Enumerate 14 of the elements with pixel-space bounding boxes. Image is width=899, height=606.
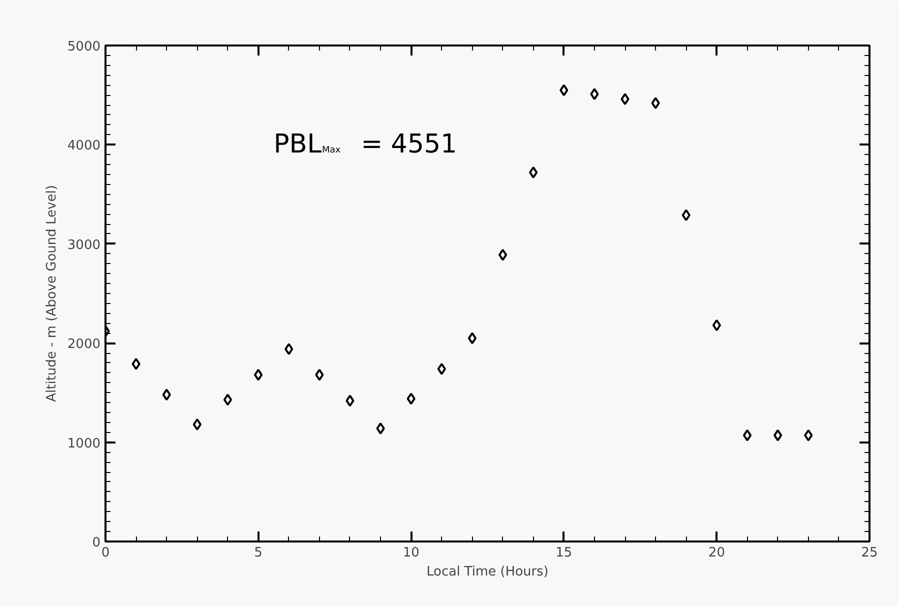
x-tick-label: 15 <box>556 546 572 560</box>
y-tick-label: 5000 <box>67 40 101 54</box>
y-tick-label: 0 <box>92 536 101 550</box>
y-tick-label: 3000 <box>67 238 101 253</box>
x-tick-label: 25 <box>861 546 878 560</box>
x-tick-label: 20 <box>708 546 725 560</box>
y-tick-label: 4000 <box>67 138 101 154</box>
x-axis-title: Local Time (Hours) <box>426 564 549 580</box>
y-tick-label: 2000 <box>67 337 101 352</box>
x-tick-label: 5 <box>254 546 262 560</box>
text: PBLMax = 4551 <box>274 130 458 160</box>
y-axis-title: Altitude - m (Above Gound Level) <box>44 185 60 402</box>
y-tick-label: 1000 <box>67 436 101 452</box>
x-tick-label: 10 <box>402 546 420 560</box>
